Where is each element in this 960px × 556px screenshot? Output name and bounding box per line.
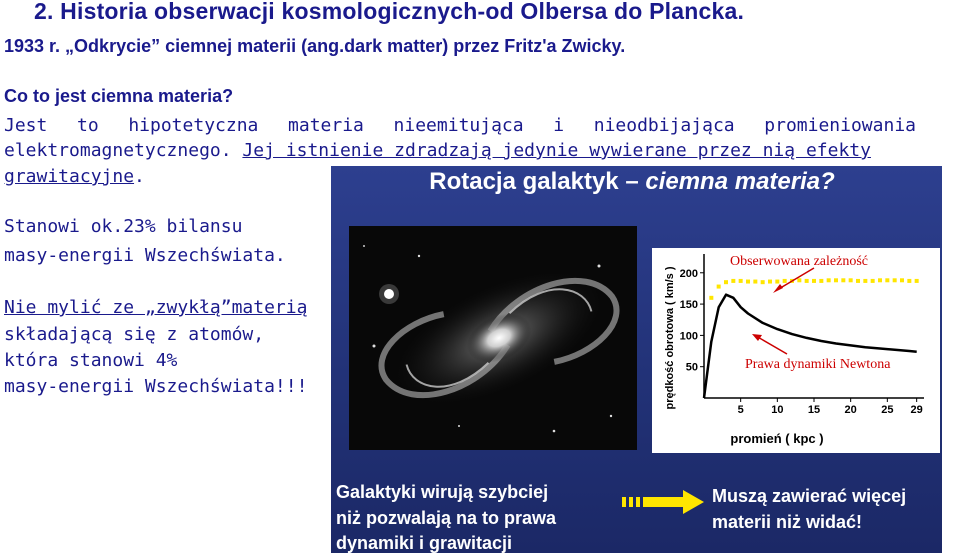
observed-data-point [716,284,721,289]
observed-annotation-arrow [776,267,815,291]
newton-annotation: Prawa dynamiki Newtona [745,357,891,372]
newton-curve-line [702,293,917,399]
observed-data-point [914,278,919,283]
observed-data-point [746,279,750,284]
warning-line-2: składającą się z atomów, [4,324,265,345]
definition-line-2-plain: elektromagnetycznego. [4,140,243,161]
observed-data-point [760,280,765,285]
y-tick-label: 100 [680,330,698,342]
observed-annotation-arrowhead [773,284,783,293]
slide-subtitle: 1933 r. „Odkrycie” ciemnej materii (ang.… [4,36,626,56]
rotation-curve-chart: 50 100 150 200 5 10 15 20 25 29 prędkość obrotowa… [664,254,924,446]
panel-title-part2: ciemna materia? [645,168,835,195]
observed-data-point [753,279,758,284]
observed-data-point [834,278,838,283]
spiral-galaxy-image [349,226,637,450]
observed-data-point [804,278,809,283]
observed-data-point [768,279,772,284]
question-heading: Co to jest ciemna materia? [4,86,234,106]
bottom-left-line-3: dynamiki i grawitacji [336,533,513,553]
observed-data-point [775,279,780,284]
y-tick-label: 200 [680,268,698,280]
observed-data-point [907,278,912,283]
x-tick-label: 20 [845,404,857,416]
observed-data-point [812,278,816,283]
definition-line-1: Jest to hipotetyczna materia nieemitując… [4,115,916,136]
y-tick-label: 50 [686,362,698,374]
observed-data-point [848,278,853,283]
observed-data-point [709,295,714,300]
observed-data-point [892,278,897,283]
x-tick-label: 15 [808,404,820,416]
bottom-right-line-2: materii niż widać! [712,512,863,532]
warning-line-1: Nie mylić ze „zwykłą”materią [4,297,308,318]
definition-line-2-underlined: Jej istnienie zdradzają jedynie wywieran… [242,140,871,161]
warning-line-4: masy-energii Wszechświata!!! [4,376,308,397]
newton-annotation-arrow [755,335,788,355]
observed-data-point [870,278,875,283]
definition-line-3-end: . [134,166,145,187]
newton-annotation-arrowhead [752,334,762,341]
observed-data-point [731,278,736,283]
observed-data-point [885,278,890,283]
observed-data-point [738,278,743,283]
x-tick-label: 10 [771,404,783,416]
bottom-left-line-2: niż pozwalają na to prawa [336,508,557,528]
observed-data-point [878,278,882,283]
y-tick-label: 150 [680,299,698,311]
observed-data-point [863,278,868,283]
chart-ticks: 50 100 150 200 5 10 15 20 25 29 [680,268,923,416]
share-line-1: Stanowi ok.23% bilansu [4,216,243,237]
definition-line-3-underlined: grawitacyjne [4,166,135,187]
observed-data-point [819,278,824,283]
y-axis-label: prędkość obrotowa ( km/s ) [664,266,676,409]
bottom-left-line-1: Galaktyki wirują szybciej [336,482,549,502]
observed-data-point [826,278,831,283]
x-tick-label: 25 [881,404,893,416]
x-tick-label: 5 [738,404,744,416]
warning-line-3: która stanowi 4% [4,350,178,371]
panel-title-part1: Rotacja galaktyk – [429,168,646,195]
definition-line-3: grawitacyjne. [4,166,145,187]
panel-title: Rotacja galaktyk – ciemna materia? [332,168,932,196]
observed-data-point [724,280,728,285]
observed-data-point [782,278,787,283]
x-axis-label: promień ( kpc ) [730,431,823,446]
definition-line-2: elektromagnetycznego. Jej istnienie zdra… [4,140,871,161]
slide-title: 2. Historia obserwacji kosmologicznych-o… [34,0,745,24]
chart-axes [703,254,924,399]
x-tick-label: 29 [911,404,923,416]
observed-annotation: Obserwowana zależność [730,254,868,269]
observed-data-point [841,278,846,283]
chart-series [702,278,919,399]
share-line-2: masy-energii Wszechświata. [4,245,286,266]
bottom-right-line-1: Muszą zawierać więcej [712,486,907,506]
observed-data-point [856,278,860,283]
observed-data-point [797,278,802,283]
observed-data-point [900,278,904,283]
arrow-right-icon [622,490,704,514]
